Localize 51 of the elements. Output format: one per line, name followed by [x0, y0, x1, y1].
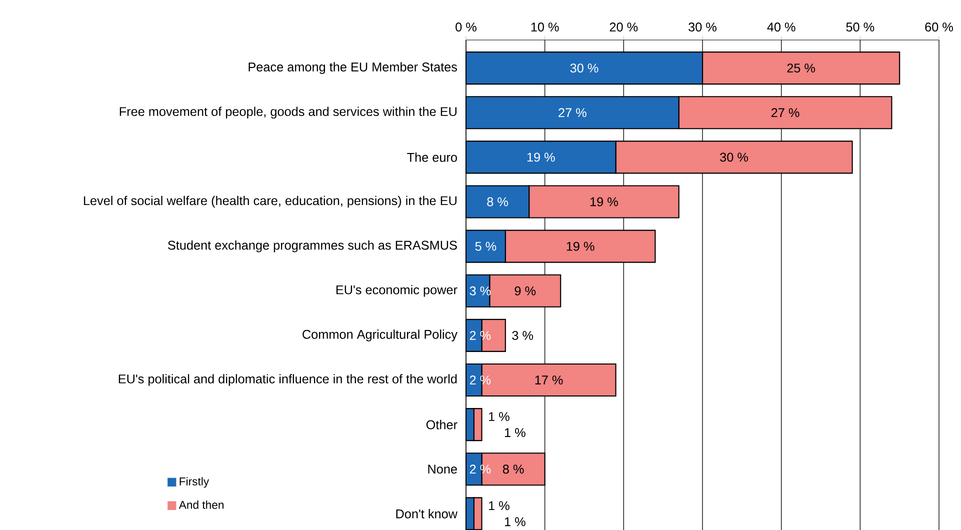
data-label: 19 % [566, 242, 594, 251]
legend-label: Firstly [180, 477, 210, 488]
data-label: 8 % [487, 197, 508, 206]
bar [481, 363, 616, 397]
data-label: 27 % [558, 108, 586, 118]
bar [489, 274, 562, 308]
y-tick-label: The euro [407, 152, 457, 162]
y-tick-label: EU's economic power [336, 284, 458, 297]
data-label: 1 % [488, 501, 510, 510]
y-tick-label: Free movement of people, goods and services within the EU [120, 106, 456, 119]
data-label: 30 % [720, 152, 748, 162]
bar [465, 140, 616, 174]
x-tick-label: 60 % [925, 22, 953, 32]
y-tick-label: Don't know [396, 509, 458, 518]
data-label: 1 % [504, 428, 526, 438]
data-label: 9 % [514, 286, 536, 296]
bar [465, 185, 530, 218]
y-tick-label: Peace among the EU Member States [248, 62, 458, 74]
data-label: 1 % [504, 517, 526, 526]
x-tick-label: 50 % [846, 22, 874, 32]
bar [504, 230, 656, 263]
data-label: 1 % [488, 412, 510, 422]
data-label: 8 % [502, 464, 524, 474]
bar [481, 452, 546, 486]
data-label: 30 % [570, 64, 598, 73]
bar [528, 185, 680, 218]
bar [465, 52, 704, 85]
data-label: 19 % [590, 197, 618, 206]
x-tick-label: 40 % [767, 22, 796, 32]
y-tick-label: Student exchange programmes such as ERASMUS [168, 240, 457, 252]
y-tick-label: EU's political and diplomatic influence in the rest of the world [118, 374, 457, 386]
y-tick-label: Common Agricultural Policy [302, 330, 458, 342]
legend-label: And then [178, 500, 224, 509]
data-label: 17 % [535, 376, 563, 384]
x-tick-label: 20 % [610, 22, 638, 32]
data-label: 25 % [787, 64, 816, 73]
y-tick-label: Other [426, 420, 458, 430]
x-tick-label: 0 % [456, 22, 476, 32]
y-tick-label: Level of social welfare (health care, education, pensions) in the EU [84, 196, 456, 208]
bar [615, 140, 853, 174]
data-label: 5 % [475, 242, 496, 251]
x-tick-label: 30 % [688, 22, 716, 32]
x-tick-label: 10 % [531, 22, 559, 32]
bar [465, 96, 680, 130]
bar [678, 96, 892, 130]
data-label: 3 % [512, 330, 534, 340]
data-label: 27 % [771, 108, 800, 118]
bar [702, 52, 900, 85]
data-label: 19 % [527, 152, 555, 162]
bar [465, 230, 506, 263]
y-tick-label: None [428, 464, 457, 474]
